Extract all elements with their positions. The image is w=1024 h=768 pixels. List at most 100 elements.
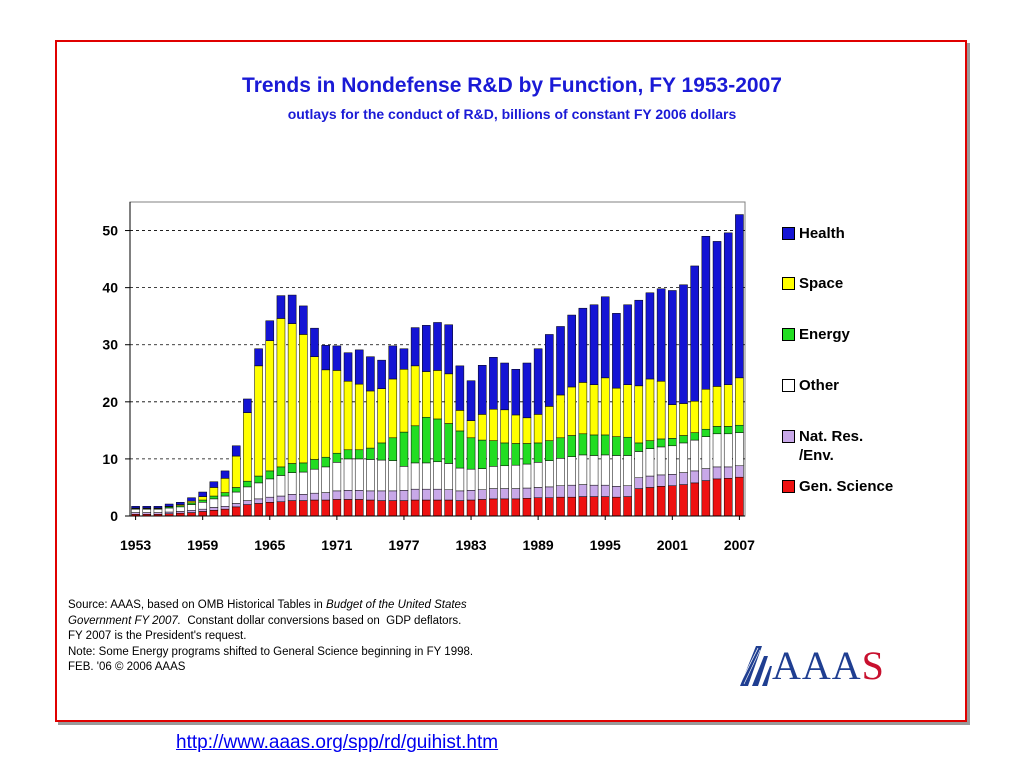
bar-space-1968 xyxy=(299,334,308,464)
bar-other-1981 xyxy=(444,463,453,490)
bar-energy-1993 xyxy=(578,433,588,456)
bar-genscience-1997 xyxy=(623,496,632,517)
bar-energy-2002 xyxy=(679,435,688,444)
bar-health-1957 xyxy=(176,502,185,505)
bar-energy-1981 xyxy=(444,423,453,464)
bar-natres-1982 xyxy=(455,490,465,501)
bar-genscience-1959 xyxy=(198,511,207,517)
bar-genscience-1960 xyxy=(209,510,219,517)
bar-other-1955 xyxy=(153,508,163,513)
bar-health-1992 xyxy=(567,314,576,388)
bar-energy-2003 xyxy=(690,432,699,441)
bar-natres-1973 xyxy=(354,490,364,500)
bar-natres-1984 xyxy=(477,489,487,500)
bar-natres-1972 xyxy=(343,490,353,500)
bar-energy-1978 xyxy=(410,425,420,464)
bar-health-1975 xyxy=(377,359,386,389)
legend-swatch xyxy=(782,480,795,493)
bar-genscience-1995 xyxy=(600,496,610,517)
bar-space-1978 xyxy=(410,365,420,427)
bar-energy-1979 xyxy=(422,416,431,464)
bar-genscience-1969 xyxy=(310,499,319,517)
bar-energy-1996 xyxy=(612,436,621,456)
bar-genscience-1976 xyxy=(388,500,398,517)
bar-energy-1985 xyxy=(489,440,498,467)
chart-subtitle: outlays for the conduct of R&D, billions… xyxy=(287,106,737,122)
bar-genscience-2002 xyxy=(679,484,688,517)
bar-space-1965 xyxy=(265,340,275,472)
bar-natres-1996 xyxy=(612,486,621,498)
bar-other-1978 xyxy=(410,462,420,490)
bar-health-1989 xyxy=(533,348,543,415)
bar-health-1962 xyxy=(231,445,241,457)
bar-health-1976 xyxy=(388,345,398,380)
bar-space-1985 xyxy=(489,408,498,441)
bar-other-1998 xyxy=(634,451,644,478)
bar-natres-1998 xyxy=(634,477,644,489)
bar-genscience-1966 xyxy=(276,501,286,517)
x-tick-label: 1971 xyxy=(321,537,352,553)
bar-other-2007 xyxy=(735,432,744,467)
bar-health-1977 xyxy=(399,348,409,370)
bar-genscience-1971 xyxy=(332,499,342,517)
bar-space-1992 xyxy=(567,386,576,436)
bar-natres-2003 xyxy=(690,470,699,484)
bar-space-1993 xyxy=(578,382,588,435)
bar-health-1978 xyxy=(410,327,420,367)
bar-health-2000 xyxy=(656,288,666,382)
bar-other-1996 xyxy=(612,455,621,487)
aaas-logo-text-main: AAA xyxy=(772,643,862,688)
bar-genscience-1978 xyxy=(410,499,420,517)
bar-natres-1957 xyxy=(176,511,185,514)
bar-health-1960 xyxy=(209,481,219,488)
bar-health-1974 xyxy=(366,356,375,392)
bar-genscience-1990 xyxy=(545,497,554,517)
bar-space-1994 xyxy=(589,384,599,436)
bar-other-1969 xyxy=(310,468,319,494)
source-line-2: Government FY 2007. Constant dollar conv… xyxy=(68,614,628,630)
legend-label: Other xyxy=(799,377,840,394)
bar-natres-1991 xyxy=(556,485,565,498)
bar-energy-1958 xyxy=(187,502,196,505)
bar-health-1969 xyxy=(310,327,319,357)
bar-natres-1975 xyxy=(377,490,386,501)
bar-energy-1995 xyxy=(600,434,610,456)
source-line-3: FY 2007 is the President's request. xyxy=(68,630,247,642)
bar-other-1953 xyxy=(131,508,140,513)
bar-other-1971 xyxy=(332,462,342,492)
source-text-2: Constant dollar conversions based on GDP… xyxy=(180,614,462,627)
bar-other-1961 xyxy=(220,495,230,507)
bar-space-1975 xyxy=(377,388,386,444)
y-tick-label: 0 xyxy=(110,508,118,524)
bar-energy-2006 xyxy=(723,426,733,435)
bar-energy-1991 xyxy=(556,437,565,459)
bar-genscience-1988 xyxy=(522,498,532,517)
bar-other-1975 xyxy=(377,459,386,492)
source-url-link[interactable]: http://www.aaas.org/spp/rd/guihist.htm xyxy=(176,732,499,753)
bar-natres-1960 xyxy=(209,507,219,511)
bar-other-1967 xyxy=(287,472,297,495)
bar-genscience-2006 xyxy=(723,478,733,517)
bar-other-1991 xyxy=(556,458,565,486)
bar-genscience-1967 xyxy=(287,500,297,517)
y-tick-label: 50 xyxy=(102,223,118,239)
bar-genscience-1981 xyxy=(444,499,453,517)
bar-health-1984 xyxy=(477,365,487,415)
bar-health-1998 xyxy=(634,299,644,387)
bar-energy-1989 xyxy=(533,442,543,463)
bar-natres-1955 xyxy=(153,512,163,515)
legend-label: Nat. Res. /Env. xyxy=(799,428,864,464)
bar-natres-2002 xyxy=(679,472,688,485)
bar-natres-1965 xyxy=(265,496,275,503)
bar-health-1988 xyxy=(522,362,532,419)
bar-space-1973 xyxy=(354,383,364,451)
bar-other-1956 xyxy=(164,507,174,513)
bar-health-1970 xyxy=(321,345,330,371)
bar-health-1993 xyxy=(578,307,588,383)
bar-natres-1980 xyxy=(433,488,442,501)
bar-other-1954 xyxy=(142,508,152,513)
bar-genscience-1980 xyxy=(433,499,442,517)
legend-swatch xyxy=(782,430,795,443)
bar-health-2002 xyxy=(679,284,688,404)
